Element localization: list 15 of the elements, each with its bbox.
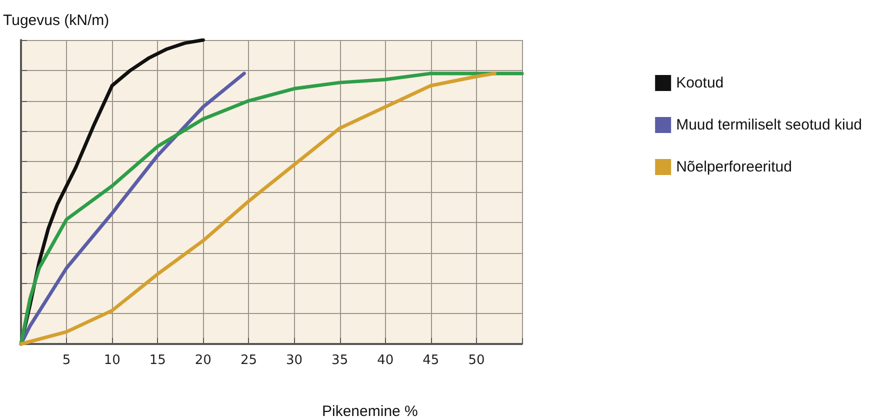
x-tick-label: 5 xyxy=(62,353,71,368)
x-axis-title: Pikenemine % xyxy=(322,403,418,419)
x-tick-label: 20 xyxy=(194,353,212,368)
x-tick-label: 45 xyxy=(422,353,440,368)
legend-label: Kootud xyxy=(676,74,724,92)
x-tick-label: 35 xyxy=(332,353,348,368)
x-tick-label: 10 xyxy=(104,353,120,368)
x-tick-label: 15 xyxy=(149,353,166,368)
x-tick-label: 30 xyxy=(286,353,303,368)
x-tick-label: 50 xyxy=(468,353,485,368)
legend-label: Muud termiliselt seotud kiud xyxy=(676,116,862,134)
y-axis-title: Tugevus (kN/m) xyxy=(3,12,110,29)
legend-label: Nõelperforeeritud xyxy=(676,158,792,176)
x-tick-label: 25 xyxy=(240,353,257,368)
x-tick-label: 40 xyxy=(377,353,394,368)
